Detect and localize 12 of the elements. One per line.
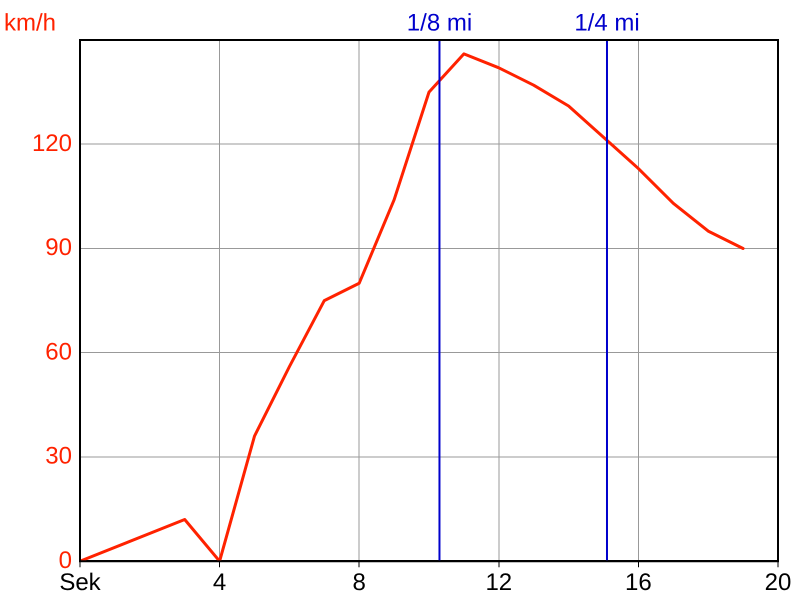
y-axis-title: km/h <box>4 10 56 37</box>
y-tick-label: 60 <box>45 338 72 366</box>
ref-line-label: 1/4 mi <box>574 10 640 37</box>
ref-line-label: 1/8 mi <box>406 10 472 37</box>
y-tick-label: 120 <box>32 130 72 157</box>
y-tick-label: 30 <box>45 442 72 470</box>
x-tick-label: 16 <box>625 569 652 596</box>
x-tick-label: 8 <box>352 569 366 596</box>
x-tick-label: 4 <box>212 569 226 596</box>
x-tick-label: 12 <box>485 569 512 596</box>
x-tick-label: 20 <box>764 569 792 596</box>
y-tick-label: 90 <box>45 234 72 262</box>
